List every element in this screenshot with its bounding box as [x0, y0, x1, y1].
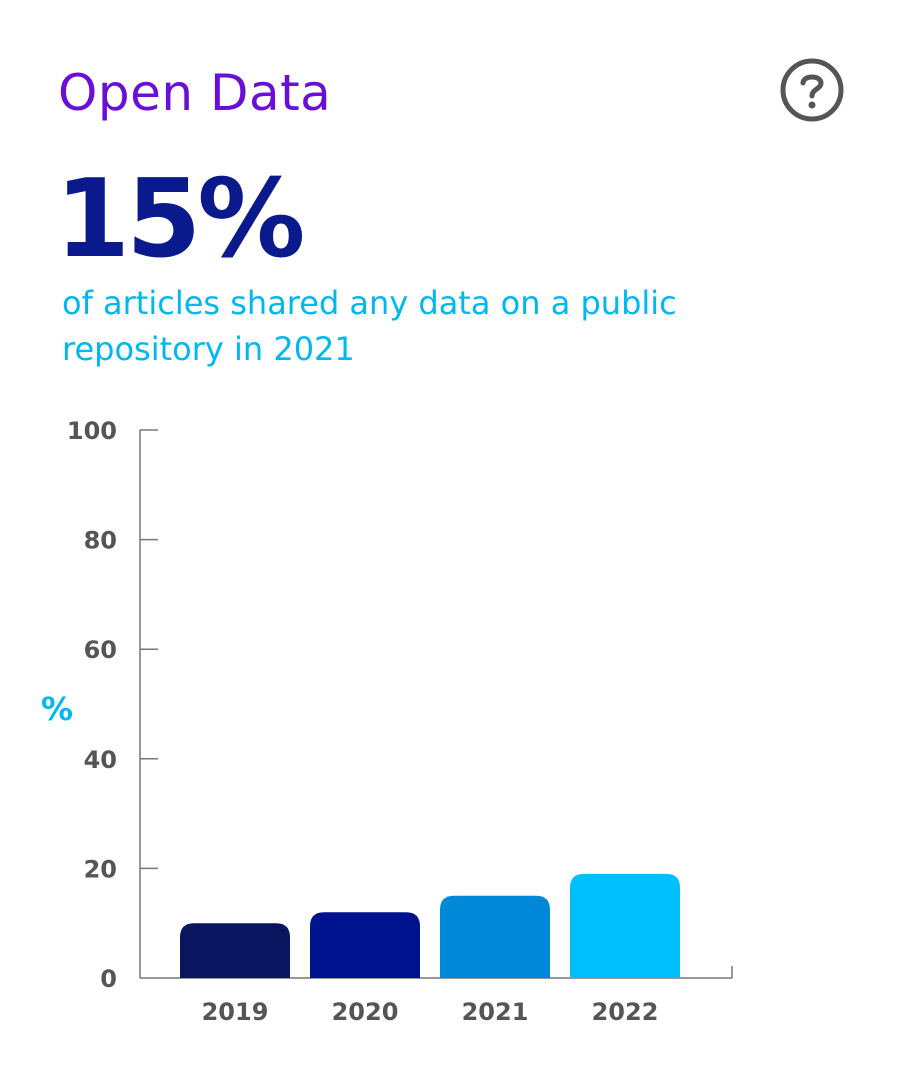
y-axis-label: %: [41, 690, 73, 728]
bar-2020: [310, 912, 420, 978]
bar-2021: [440, 895, 550, 978]
question-circle-icon-graphic: [780, 58, 844, 122]
y-tick-label-40: 40: [84, 746, 117, 774]
headline-stat: 15%: [55, 157, 306, 282]
x-tick-label-2020: 2020: [332, 998, 399, 1026]
y-tick-label-80: 80: [84, 527, 117, 555]
x-tick-label-2021: 2021: [462, 998, 529, 1026]
bar-2022: [570, 873, 680, 978]
y-tick-label-100: 100: [67, 417, 117, 445]
question-circle-icon[interactable]: [780, 58, 844, 122]
headline-description: of articles shared any data on a public …: [62, 284, 677, 368]
y-tick-label-20: 20: [84, 855, 117, 883]
y-tick-label-60: 60: [84, 636, 117, 664]
y-tick-label-0: 0: [100, 965, 117, 993]
x-tick-label-2022: 2022: [592, 998, 659, 1026]
page-title: Open Data: [58, 64, 332, 122]
x-tick-label-2019: 2019: [202, 998, 269, 1026]
bar-2019: [180, 923, 290, 978]
bar-chart: 0 20 40 60 80 100% 2019 2020 2021 2022: [41, 417, 733, 1026]
